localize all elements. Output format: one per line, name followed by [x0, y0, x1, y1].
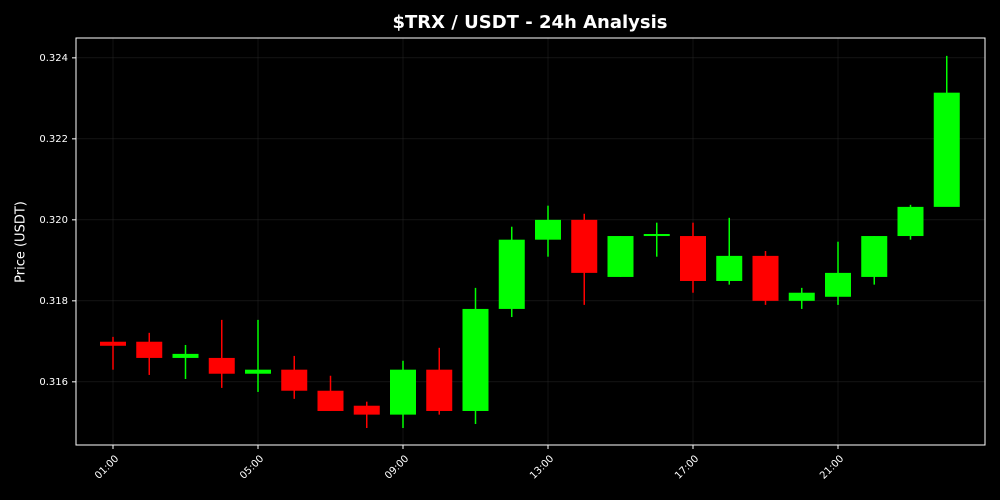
candle-body	[680, 236, 706, 281]
y-tick-label: 0.324	[39, 53, 68, 64]
candle-body	[281, 369, 308, 391]
candle-body	[716, 255, 743, 281]
y-tick-label: 0.318	[39, 296, 68, 307]
candle-body	[426, 369, 453, 411]
candle-body	[861, 236, 888, 277]
y-axis-label: Price (USDT)	[14, 201, 29, 283]
candle-body	[208, 357, 235, 374]
candle-body	[462, 308, 489, 411]
candle-body	[607, 236, 634, 277]
candle-body	[245, 369, 271, 374]
candle-body	[933, 92, 960, 207]
chart-title: $TRX / USDT - 24h Analysis	[393, 12, 668, 33]
candle-body	[100, 341, 126, 346]
candle-body	[897, 206, 924, 237]
candle-body	[571, 219, 598, 273]
y-tick-label: 0.320	[39, 215, 68, 226]
candle-body	[535, 219, 561, 240]
plot-frame	[75, 37, 986, 446]
y-tick-label: 0.322	[39, 134, 68, 145]
candle-body	[752, 255, 779, 301]
candle-body	[825, 272, 851, 297]
candle-body	[643, 234, 670, 237]
candle-body	[390, 369, 416, 415]
candle-body	[172, 353, 199, 358]
candle-body	[136, 341, 163, 358]
candle-body	[788, 292, 815, 301]
candle-body	[498, 239, 525, 309]
y-tick-label: 0.316	[39, 377, 68, 388]
candle-body	[353, 405, 380, 415]
candle-body	[317, 390, 344, 411]
